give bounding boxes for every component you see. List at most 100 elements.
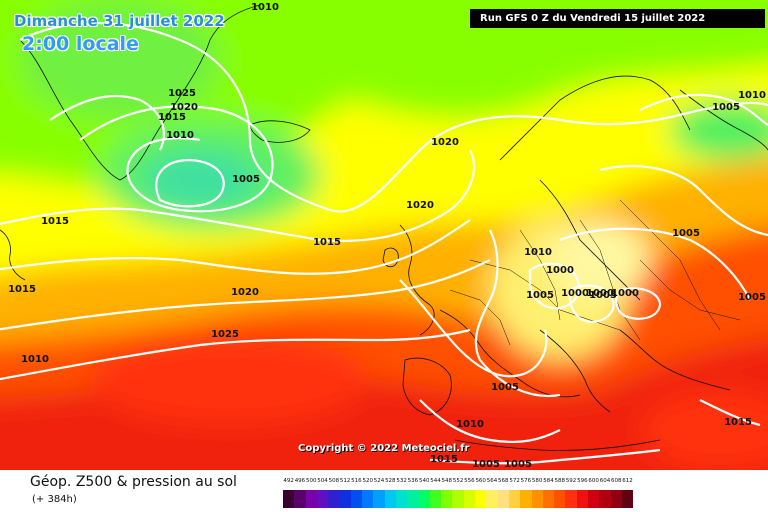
isobar-label: 1015 bbox=[430, 454, 458, 465]
geopotential-shading bbox=[0, 0, 768, 470]
scale-level-label: 500 bbox=[305, 478, 317, 484]
run-info: Run GFS 0 Z du Vendredi 15 juillet 2022 bbox=[470, 9, 765, 28]
scale-swatch bbox=[588, 490, 600, 508]
scale-level-label: 588 bbox=[554, 478, 566, 484]
scale-swatch bbox=[599, 490, 611, 508]
isobar-label: 1015 bbox=[724, 417, 752, 428]
scale-swatch bbox=[554, 490, 566, 508]
scale-swatch bbox=[531, 490, 543, 508]
isobar-label: 1020 bbox=[231, 287, 259, 298]
isobar-label: 1000 bbox=[611, 288, 639, 299]
coastlines bbox=[0, 4, 768, 451]
scale-swatch bbox=[362, 490, 374, 508]
scale-swatch bbox=[576, 490, 589, 508]
color-scale-labels: 492 496 500 504 508 512 516 520 524 528 532 536 540 5… bbox=[283, 478, 633, 488]
local-time: 2:00 locale bbox=[22, 33, 139, 55]
scale-swatch bbox=[316, 490, 329, 508]
isobar-label: 1005 bbox=[738, 292, 766, 303]
scale-level-label: 524 bbox=[373, 478, 385, 484]
isobar-lines bbox=[0, 22, 768, 465]
scale-level-label: 492 bbox=[283, 478, 294, 484]
scale-swatch bbox=[328, 490, 340, 508]
scale-swatch bbox=[475, 490, 487, 508]
copyright: Copyright © 2022 Meteociel.fr bbox=[298, 443, 470, 454]
scale-swatch bbox=[621, 490, 634, 508]
scale-swatch bbox=[373, 490, 385, 508]
scale-level-label: 540 bbox=[418, 478, 430, 484]
isobar-label: 1010 bbox=[456, 419, 484, 430]
scale-swatch bbox=[508, 490, 521, 508]
scale-swatch bbox=[384, 490, 396, 508]
isobar-label: 1000 bbox=[561, 288, 589, 299]
scale-level-label: 504 bbox=[317, 478, 328, 484]
scale-level-label: 536 bbox=[407, 478, 419, 484]
scale-level-label: 556 bbox=[464, 478, 475, 484]
scale-level-label: 496 bbox=[294, 478, 306, 484]
scale-swatch bbox=[429, 490, 442, 508]
isobar-label: 1005 bbox=[712, 102, 740, 113]
scale-swatch bbox=[565, 490, 577, 508]
isobar-label: 1005 bbox=[504, 459, 532, 470]
scale-level-label: 604 bbox=[599, 478, 611, 484]
scale-swatch bbox=[407, 490, 419, 508]
isobar-label: 1005 bbox=[589, 290, 617, 301]
scale-swatch bbox=[294, 490, 306, 508]
isobar-label: 1005 bbox=[472, 459, 500, 470]
isobar-label: 1015 bbox=[8, 284, 36, 295]
color-scale: 492 496 500 504 508 512 516 520 524 528 532 536 540 5… bbox=[283, 478, 634, 510]
scale-swatch bbox=[418, 490, 430, 508]
scale-swatch bbox=[305, 490, 317, 508]
isobar-label: 1010 bbox=[738, 90, 766, 101]
isobar-label: 1010 bbox=[21, 354, 49, 365]
scale-swatch bbox=[452, 490, 464, 508]
scale-level-label: 532 bbox=[396, 478, 407, 484]
scale-swatch bbox=[610, 490, 622, 508]
weather-map: 1010102510201015101010051020102010151015… bbox=[0, 0, 768, 470]
isobar-label: 1010 bbox=[251, 2, 279, 13]
scale-level-label: 572 bbox=[509, 478, 520, 484]
scale-swatch bbox=[339, 490, 351, 508]
scale-level-label: 564 bbox=[486, 478, 498, 484]
isobar-label: 1025 bbox=[168, 88, 196, 99]
scale-swatch bbox=[350, 490, 363, 508]
color-scale-swatches bbox=[283, 490, 634, 508]
scale-level-label: 596 bbox=[577, 478, 588, 484]
scale-swatch bbox=[395, 490, 408, 508]
scale-level-label: 608 bbox=[611, 478, 622, 484]
isobar-label: 1020 bbox=[406, 200, 434, 211]
product-title: Géop. Z500 & pression au sol bbox=[30, 474, 237, 490]
isobar-label: 1005 bbox=[672, 228, 700, 239]
scale-level-label: 544 bbox=[430, 478, 441, 484]
scale-level-label: 528 bbox=[385, 478, 396, 484]
lead-time: (+ 384h) bbox=[32, 494, 77, 505]
isobar-label: 1015 bbox=[158, 112, 186, 123]
scale-level-label: 580 bbox=[531, 478, 543, 484]
isobar-label: 1010 bbox=[166, 130, 194, 141]
footer-bar: Géop. Z500 & pression au sol (+ 384h) 49… bbox=[0, 470, 768, 512]
scale-level-label: 508 bbox=[328, 478, 340, 484]
scale-swatch bbox=[542, 490, 555, 508]
scale-level-label: 568 bbox=[498, 478, 509, 484]
isobar-label: 1005 bbox=[232, 174, 260, 185]
isobar-label: 1020 bbox=[431, 137, 459, 148]
isobar-label: 1000 bbox=[546, 265, 574, 276]
isobar-labels: 1010102510201015101010051020102010151015… bbox=[8, 2, 766, 470]
scale-level-label: 512 bbox=[339, 478, 351, 484]
scale-level-label: 600 bbox=[588, 478, 599, 484]
scale-level-label: 548 bbox=[441, 478, 453, 484]
isobar-label: 1020 bbox=[170, 102, 198, 113]
scale-swatch bbox=[441, 490, 453, 508]
scale-level-label: 520 bbox=[362, 478, 373, 484]
isobar-label: 1005 bbox=[526, 290, 554, 301]
scale-level-label: 576 bbox=[520, 478, 532, 484]
isobar-label: 1015 bbox=[313, 237, 341, 248]
scale-swatch bbox=[463, 490, 476, 508]
scale-level-label: 560 bbox=[475, 478, 486, 484]
isobar-label: 1025 bbox=[211, 329, 239, 340]
scale-level-label: 516 bbox=[351, 478, 362, 484]
forecast-date: Dimanche 31 juillet 2022 bbox=[14, 12, 225, 30]
isobar-label: 1000 bbox=[586, 288, 614, 299]
scale-swatch bbox=[497, 490, 509, 508]
isobar-label: 1005 bbox=[491, 382, 519, 393]
